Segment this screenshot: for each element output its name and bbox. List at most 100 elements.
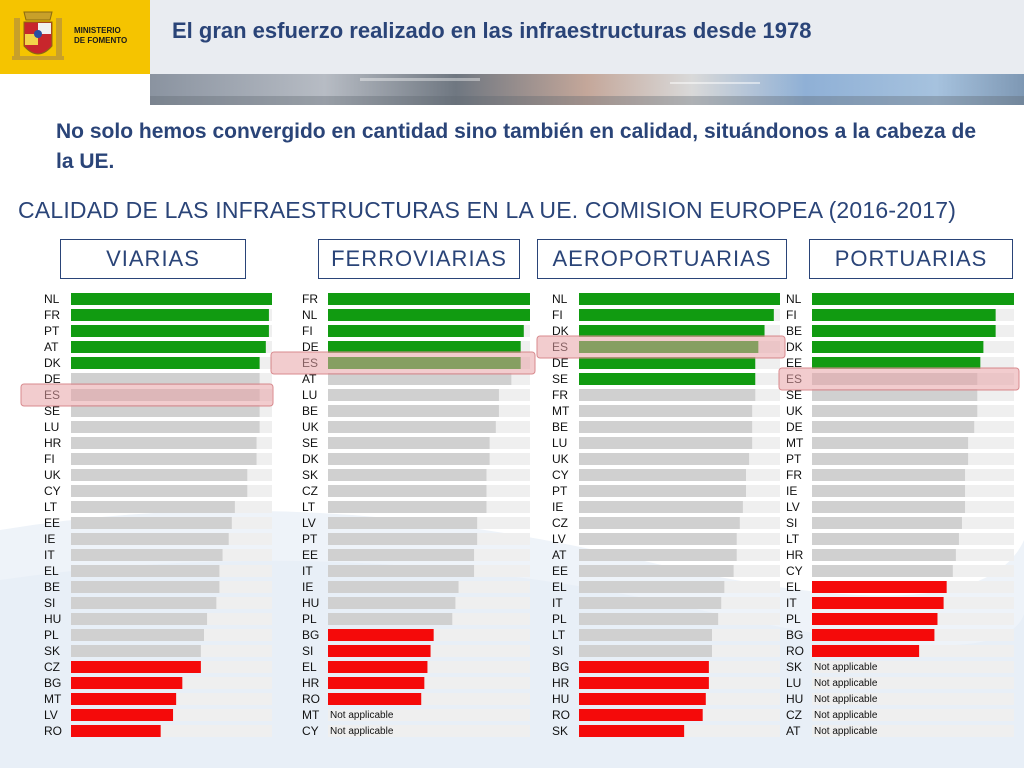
category-title-aeroportuarias: AEROPORTUARIAS — [537, 239, 787, 279]
bar-portuarias-ee — [812, 357, 981, 369]
header-bar: MINISTERIO DE FOMENTO El gran esfuerzo r… — [0, 0, 1024, 74]
bar-portuarias-fi — [812, 309, 996, 321]
tick-label-ferroviarias-ie: IE — [302, 580, 313, 594]
tick-label-aeroportuarias-ee: EE — [552, 564, 568, 578]
tick-label-aeroportuarias-uk: UK — [552, 452, 569, 466]
bar-ferroviarias-hr — [328, 677, 425, 689]
bar-aeroportuarias-el — [579, 581, 725, 593]
bar-ferroviarias-dk — [328, 453, 490, 465]
tick-label-portuarias-uk: UK — [786, 404, 803, 418]
tick-label-portuarias-hu: HU — [786, 692, 803, 706]
bar-viarias-ee — [71, 517, 232, 529]
bar-aeroportuarias-dk — [579, 325, 765, 337]
bar-portuarias-cy — [812, 565, 953, 577]
tick-label-ferroviarias-it: IT — [302, 564, 313, 578]
bar-ferroviarias-el — [328, 661, 428, 673]
tick-label-ferroviarias-se: SE — [302, 436, 318, 450]
bar-viarias-ie — [71, 533, 229, 545]
tick-label-ferroviarias-el: EL — [302, 660, 317, 674]
bar-viarias-uk — [71, 469, 248, 481]
bar-portuarias-fr — [812, 469, 966, 481]
tick-label-portuarias-lu: LU — [786, 676, 801, 690]
tick-label-viarias-ee: EE — [44, 516, 60, 530]
tick-label-viarias-el: EL — [44, 564, 59, 578]
tick-label-viarias-pt: PT — [44, 324, 60, 338]
tick-label-aeroportuarias-lv: LV — [552, 532, 566, 546]
tick-label-aeroportuarias-cy: CY — [552, 468, 569, 482]
bar-portuarias-lt — [812, 533, 959, 545]
tick-label-viarias-mt: MT — [44, 692, 62, 706]
tick-label-portuarias-mt: MT — [786, 436, 804, 450]
bar-portuarias-de — [812, 421, 975, 433]
bar-viarias-bg — [71, 677, 183, 689]
tick-label-portuarias-it: IT — [786, 596, 797, 610]
tick-label-ferroviarias-cy: CY — [302, 724, 319, 738]
tick-label-aeroportuarias-lt: LT — [552, 628, 566, 642]
tick-label-viarias-fi: FI — [44, 452, 55, 466]
bar-track-portuarias-sk — [812, 661, 1014, 673]
bar-aeroportuarias-nl — [579, 293, 780, 305]
bar-ferroviarias-hu — [328, 597, 456, 609]
tick-label-aeroportuarias-nl: NL — [552, 292, 568, 306]
tick-label-portuarias-de: DE — [786, 420, 803, 434]
tick-label-aeroportuarias-pl: PL — [552, 612, 567, 626]
tick-label-portuarias-fi: FI — [786, 308, 797, 322]
bar-ferroviarias-pt — [328, 533, 478, 545]
tick-label-viarias-cy: CY — [44, 484, 61, 498]
tick-label-ferroviarias-fr: FR — [302, 292, 318, 306]
tick-label-portuarias-ro: RO — [786, 644, 804, 658]
tick-label-viarias-nl: NL — [44, 292, 60, 306]
bar-ferroviarias-it — [328, 565, 475, 577]
tick-label-ferroviarias-uk: UK — [302, 420, 319, 434]
bar-viarias-fi — [71, 453, 257, 465]
bar-aeroportuarias-se — [579, 373, 756, 385]
tick-label-viarias-fr: FR — [44, 308, 60, 322]
bar-aeroportuarias-fi — [579, 309, 774, 321]
bar-viarias-se — [71, 405, 260, 417]
bar-track-portuarias-hu — [812, 693, 1014, 705]
tick-label-aeroportuarias-bg: BG — [552, 660, 569, 674]
tick-label-ferroviarias-si: SI — [302, 644, 313, 658]
bar-ferroviarias-bg — [328, 629, 434, 641]
tick-label-aeroportuarias-de: DE — [552, 356, 569, 370]
bar-viarias-si — [71, 597, 217, 609]
tick-label-ferroviarias-fi: FI — [302, 324, 313, 338]
bar-viarias-lu — [71, 421, 260, 433]
coat-of-arms-icon — [12, 11, 64, 60]
tick-label-aeroportuarias-el: EL — [552, 580, 567, 594]
tick-label-ferroviarias-pt: PT — [302, 532, 318, 546]
ministry-name-line2: DE FOMENTO — [74, 36, 128, 45]
tick-label-aeroportuarias-pt: PT — [552, 484, 568, 498]
bar-aeroportuarias-de — [579, 357, 756, 369]
bar-viarias-be — [71, 581, 220, 593]
bar-ferroviarias-cz — [328, 485, 487, 497]
bar-viarias-dk — [71, 357, 260, 369]
tick-label-portuarias-cz: CZ — [786, 708, 802, 722]
bar-aeroportuarias-lu — [579, 437, 753, 449]
tick-label-aeroportuarias-ie: IE — [552, 500, 563, 514]
bar-viarias-nl — [71, 293, 272, 305]
bar-viarias-de — [71, 373, 260, 385]
tick-label-portuarias-pt: PT — [786, 452, 802, 466]
tick-label-portuarias-at: AT — [786, 724, 801, 738]
tick-label-aeroportuarias-be: BE — [552, 420, 568, 434]
tick-label-ferroviarias-nl: NL — [302, 308, 318, 322]
bar-viarias-it — [71, 549, 223, 561]
ministry-name: MINISTERIO DE FOMENTO — [74, 26, 146, 46]
tick-label-ferroviarias-be: BE — [302, 404, 318, 418]
tick-label-portuarias-lv: LV — [786, 500, 800, 514]
bar-aeroportuarias-mt — [579, 405, 753, 417]
tick-label-portuarias-nl: NL — [786, 292, 802, 306]
highlight-band-portuarias — [778, 367, 1020, 391]
bar-portuarias-pl — [812, 613, 938, 625]
bar-aeroportuarias-ee — [579, 565, 734, 577]
tick-label-viarias-ie: IE — [44, 532, 55, 546]
section-title: CALIDAD DE LAS INFRAESTRUCTURAS EN LA UE… — [18, 197, 957, 223]
tick-label-portuarias-lt: LT — [786, 532, 800, 546]
bar-viarias-cz — [71, 661, 201, 673]
tick-label-aeroportuarias-fi: FI — [552, 308, 563, 322]
tick-label-aeroportuarias-dk: DK — [552, 324, 569, 338]
photo-strip — [150, 74, 1024, 105]
bar-viarias-sk — [71, 645, 201, 657]
tick-label-ferroviarias-bg: BG — [302, 628, 319, 642]
